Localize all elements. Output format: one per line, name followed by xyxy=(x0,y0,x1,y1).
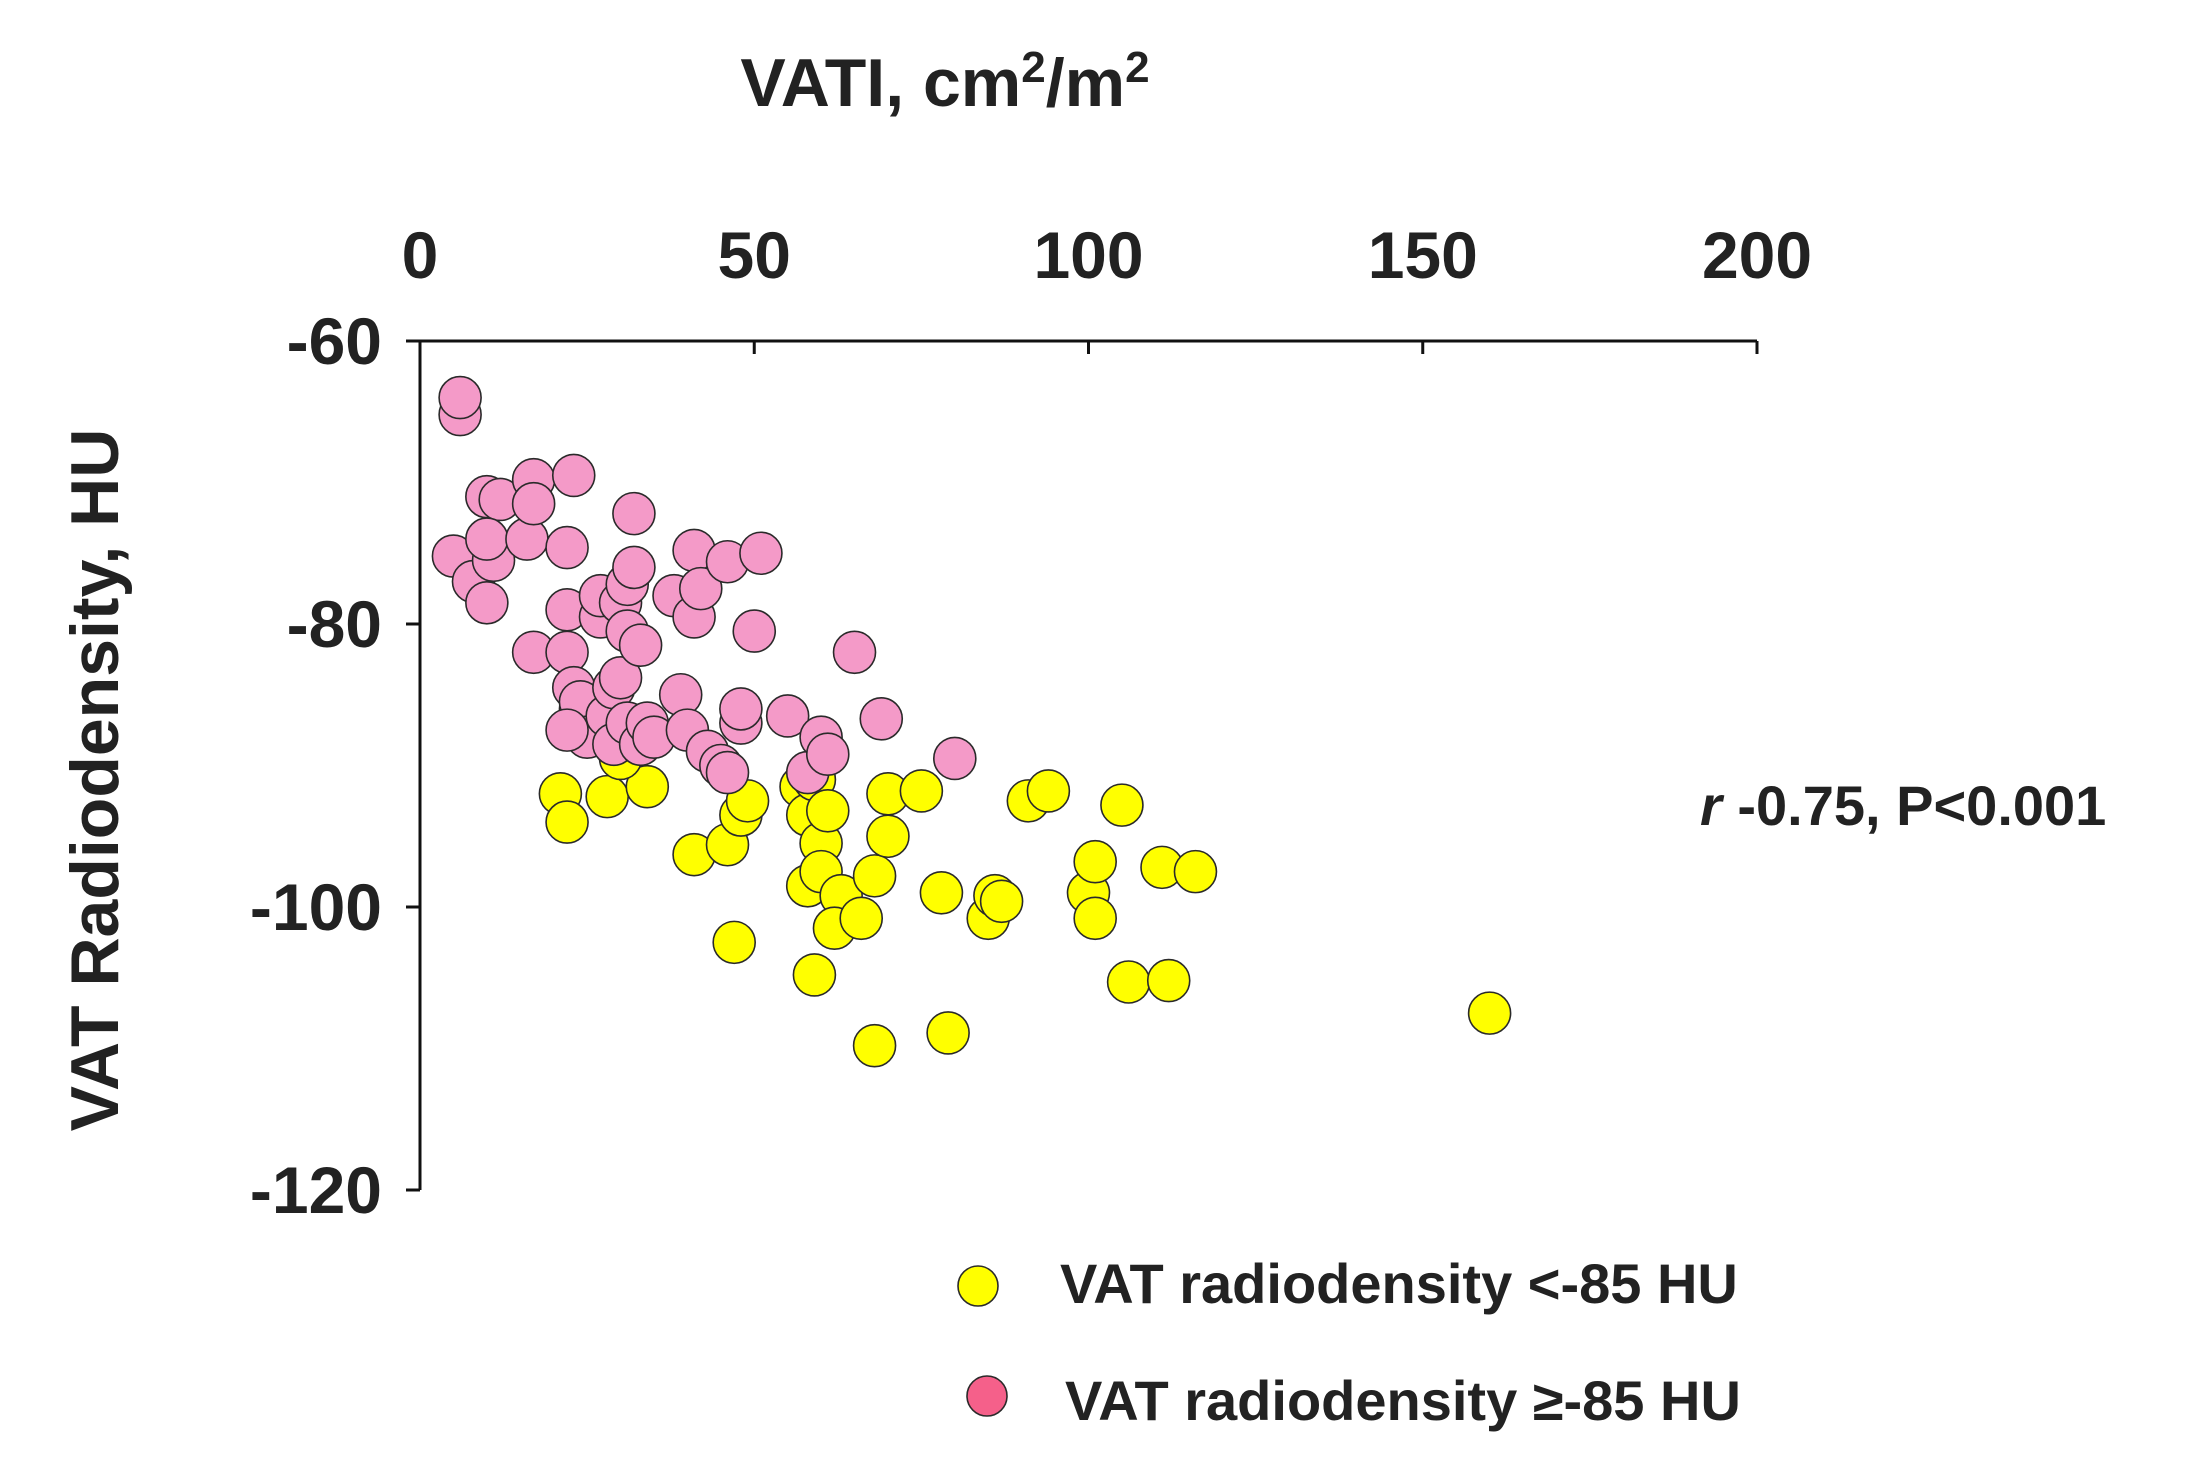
legend-label-high: VAT radiodensity ≥-85 HU xyxy=(1065,1369,1741,1432)
data-point xyxy=(1467,991,1512,1035)
series-1 xyxy=(431,375,977,795)
data-point xyxy=(545,800,589,844)
data-point xyxy=(465,517,509,561)
data-point xyxy=(612,491,656,536)
x-tick-label: 50 xyxy=(718,218,791,292)
series-0 xyxy=(538,736,1512,1068)
data-point xyxy=(805,788,850,833)
data-point xyxy=(1173,849,1218,894)
y-tick-label: -60 xyxy=(287,304,382,378)
x-tick-label: 0 xyxy=(402,218,439,292)
data-point xyxy=(719,687,763,731)
data-point xyxy=(618,623,663,668)
data-point xyxy=(852,1023,897,1068)
data-point xyxy=(739,531,783,576)
legend: VAT radiodensity <-85 HU VAT radiodensit… xyxy=(957,1252,1741,1432)
data-point xyxy=(899,769,944,813)
y-tick-label: -80 xyxy=(287,587,382,661)
data-point xyxy=(465,580,509,625)
data-point xyxy=(598,655,643,700)
y-axis-title: VAT Radiodensity, HU xyxy=(57,429,133,1132)
x-ticks: 0 50 100 150 200 xyxy=(402,218,1812,354)
data-point xyxy=(792,953,837,997)
data-point xyxy=(765,694,810,738)
legend-label-low: VAT radiodensity <-85 HU xyxy=(1060,1252,1738,1315)
data-point xyxy=(678,566,723,611)
data-point xyxy=(585,774,629,819)
x-tick-label: 200 xyxy=(1702,218,1812,292)
data-point xyxy=(852,854,897,898)
data-point xyxy=(1106,960,1151,1004)
data-point xyxy=(839,896,884,941)
data-point xyxy=(625,764,670,809)
data-point xyxy=(705,750,750,795)
data-point xyxy=(732,609,777,653)
data-points xyxy=(431,375,1512,1068)
data-point xyxy=(926,1011,970,1055)
correlation-annotation: r -0.75, P<0.001 xyxy=(1700,774,2106,837)
data-point xyxy=(932,736,977,781)
legend-marker-high xyxy=(966,1375,1008,1417)
data-point xyxy=(1073,896,1117,941)
data-point xyxy=(545,708,589,752)
x-tick-label: 150 xyxy=(1368,218,1478,292)
data-point xyxy=(859,697,904,741)
data-point xyxy=(438,375,482,420)
x-axis-title: VATI, cm2/m2 xyxy=(740,43,1149,121)
y-tick-label: -100 xyxy=(250,870,382,944)
data-point xyxy=(551,453,596,498)
y-tick-label: -120 xyxy=(250,1153,382,1227)
data-point xyxy=(1100,783,1144,827)
legend-marker-low xyxy=(957,1265,999,1307)
data-point xyxy=(1073,839,1117,884)
data-point xyxy=(612,545,656,590)
data-point xyxy=(866,814,910,859)
data-point xyxy=(919,871,964,915)
data-point xyxy=(545,525,589,570)
data-point xyxy=(805,732,850,776)
data-point xyxy=(511,481,556,526)
data-point xyxy=(832,630,877,675)
data-point xyxy=(979,879,1024,924)
data-point xyxy=(1146,958,1191,1003)
data-point xyxy=(1026,769,1071,813)
data-point xyxy=(712,920,756,965)
y-ticks: -60 -80 -100 -120 xyxy=(250,304,420,1227)
x-tick-label: 100 xyxy=(1033,218,1143,292)
